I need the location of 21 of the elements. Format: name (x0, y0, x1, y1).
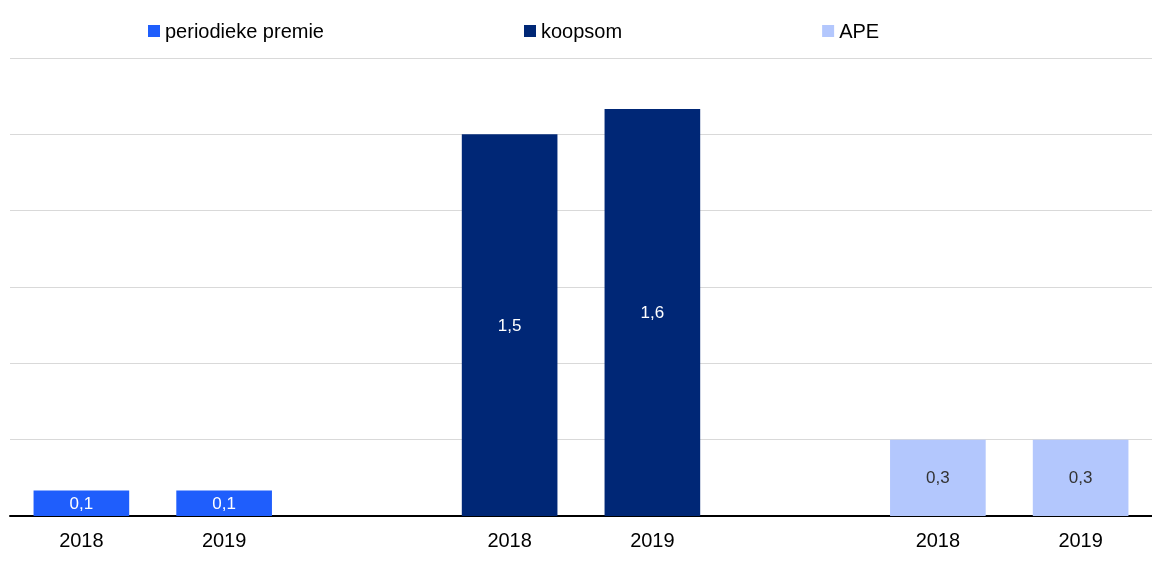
x-tick-label: 2019 (630, 529, 675, 551)
bar (604, 108, 701, 516)
x-tick-label: 2018 (487, 529, 532, 551)
bar (1032, 439, 1129, 516)
legend-label: periodieke premie (165, 20, 324, 42)
bar (890, 439, 986, 516)
x-tick-label: 2018 (915, 529, 961, 551)
data-label: 0,3 (1068, 468, 1093, 488)
bar (176, 490, 272, 516)
data-label: 0,1 (69, 493, 94, 513)
x-tick-label: 2019 (1058, 529, 1103, 551)
x-tick-label: 2019 (201, 529, 247, 551)
legend-label: APE (839, 20, 880, 42)
bar (461, 134, 558, 516)
x-tick-label: 2018 (59, 529, 104, 551)
data-label: 0,3 (926, 468, 950, 488)
legend-label: koopsom (540, 20, 623, 42)
data-label: 1,5 (497, 315, 522, 335)
bar (33, 490, 130, 516)
data-label: 0,1 (212, 493, 236, 513)
data-label: 1,6 (640, 302, 665, 322)
